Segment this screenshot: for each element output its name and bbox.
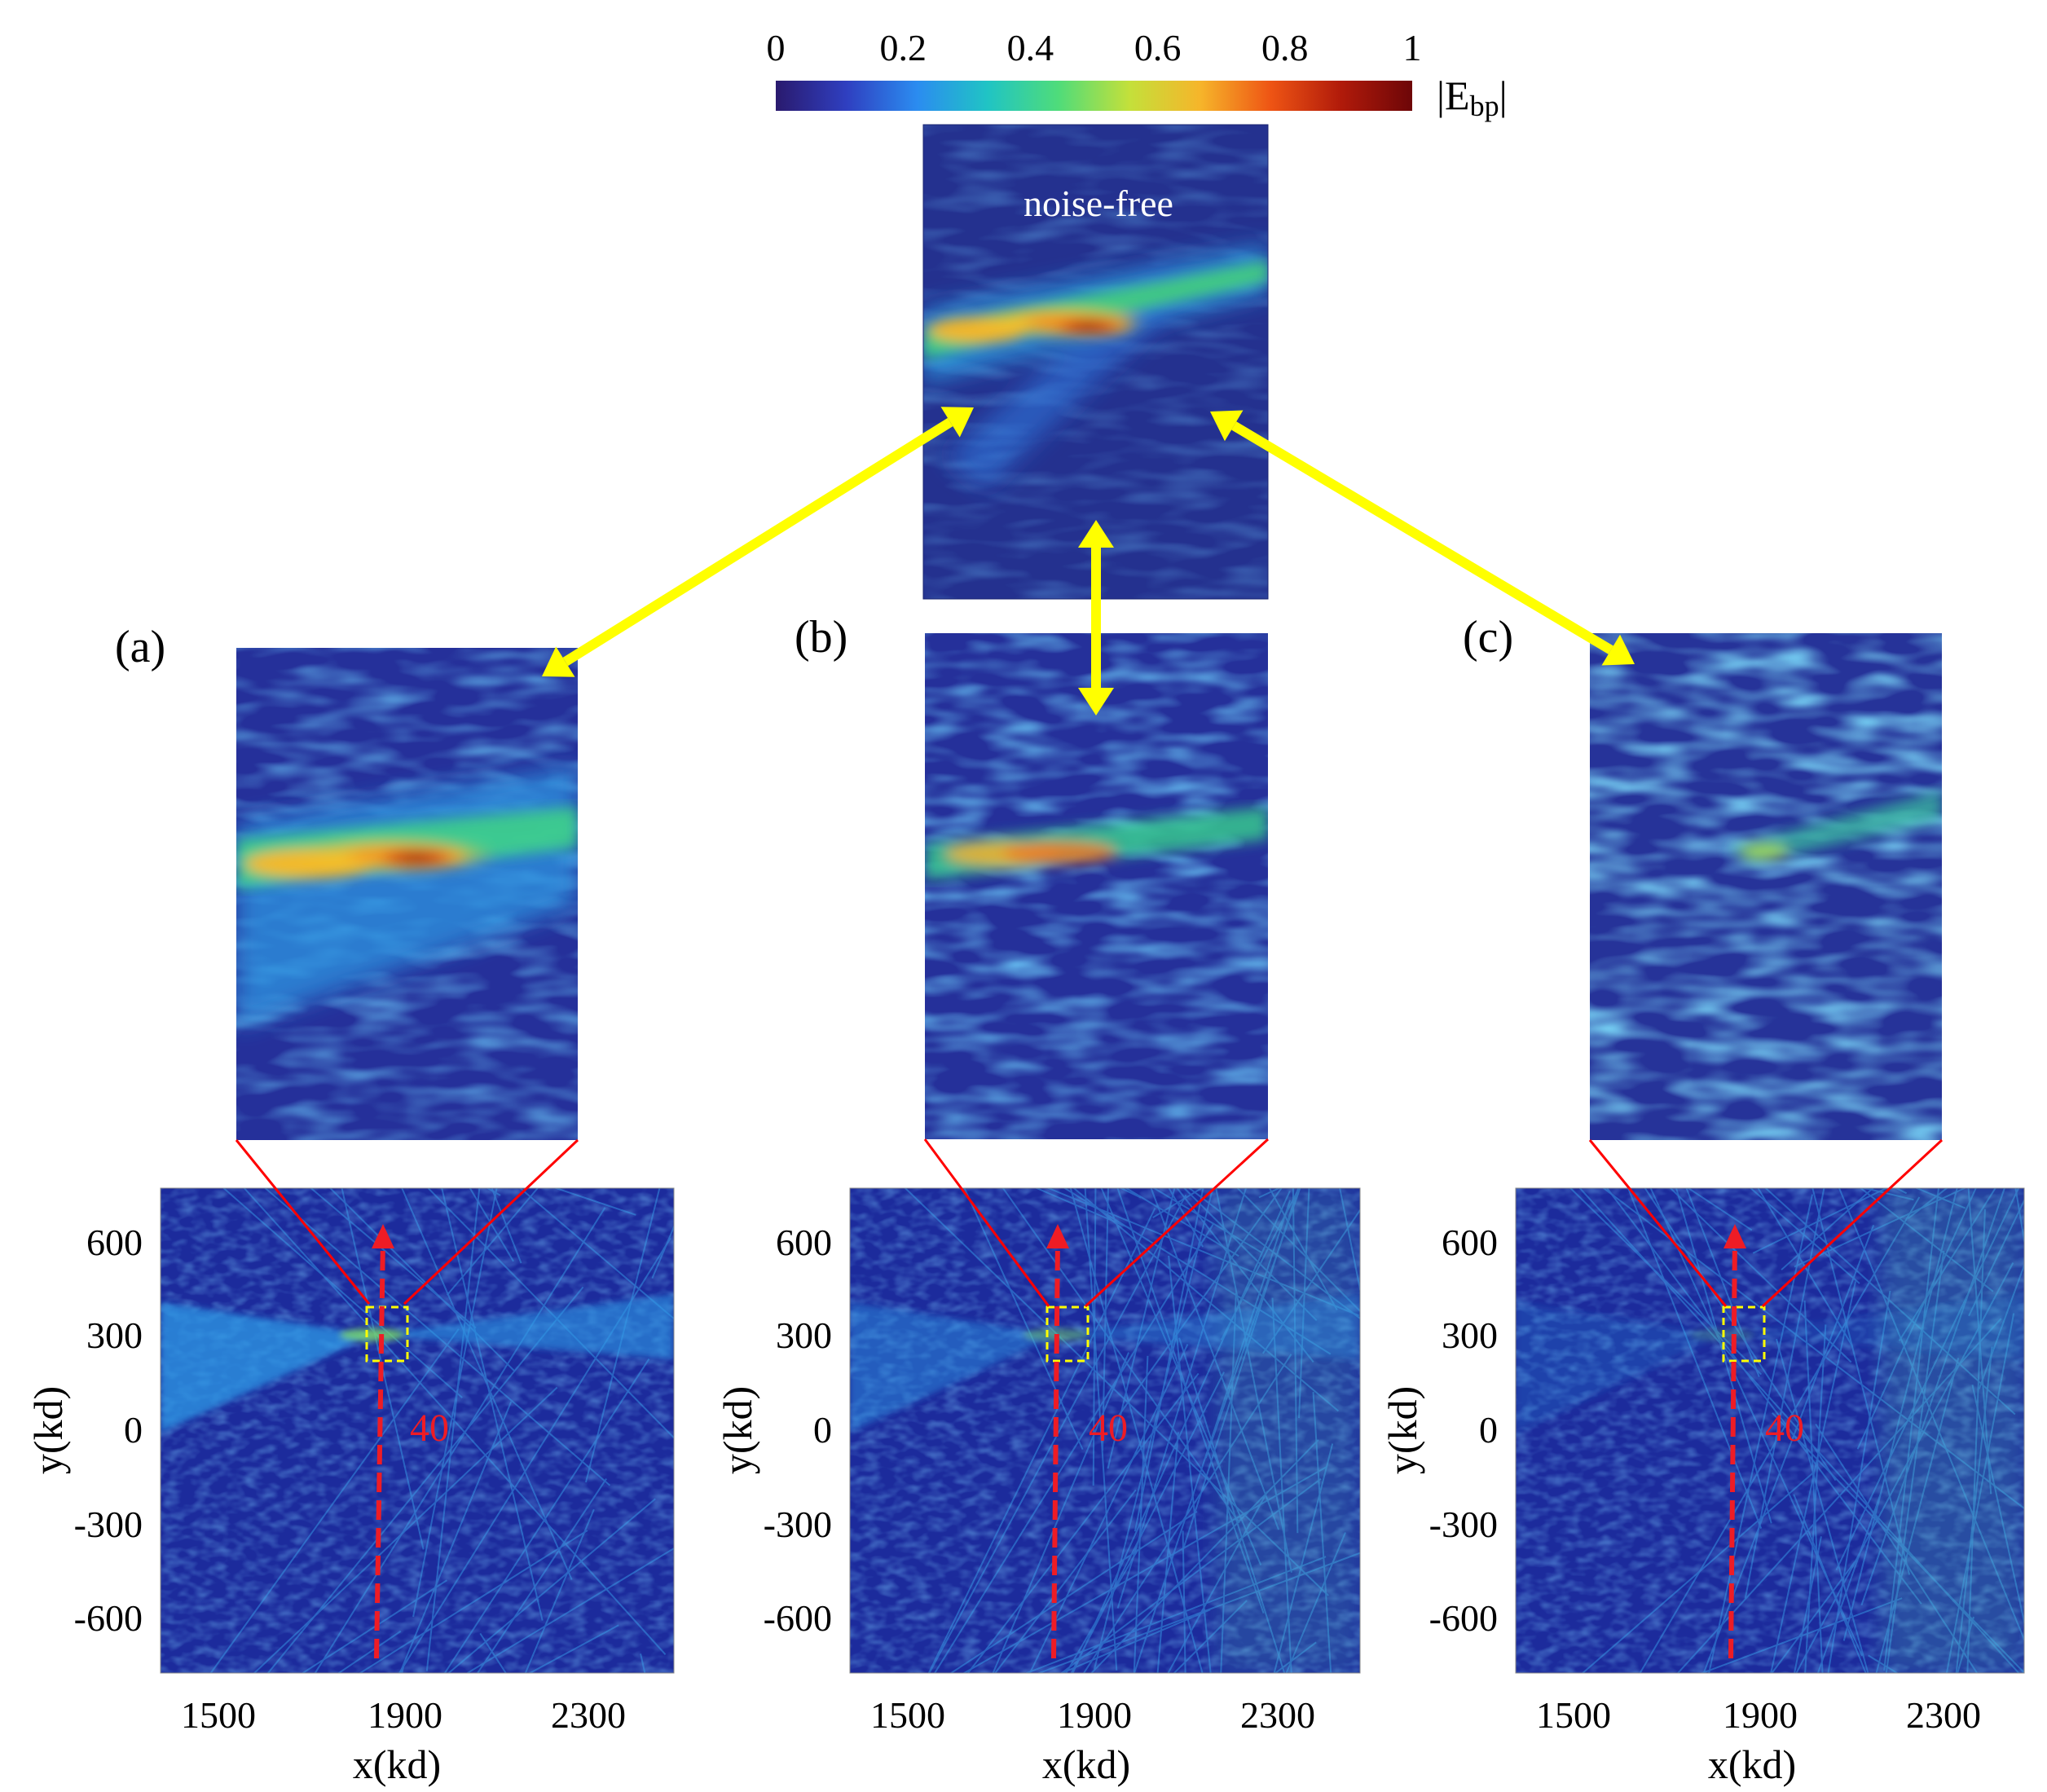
y-tick-label: -600 [764,1597,832,1639]
dashed-arrow-head [1046,1224,1069,1248]
x-axis-label: x(kd) [353,1741,441,1787]
full-map-a: 40 600 300 0 -300 -600 y(kd) 1500 1900 2300 x(kd) [25,1187,675,1787]
y-tick-label: 0 [1479,1409,1498,1451]
colorbar-tick-label: 0.2 [879,27,927,68]
zoom-image-b [925,633,1268,1139]
x-tick-label: 1900 [1723,1694,1798,1736]
connector-arrow-c [1210,410,1635,666]
y-axis-label: y(kd) [715,1386,760,1474]
noise-free-label: noise-free [1024,183,1173,224]
connector-shaft [1231,421,1613,654]
y-tick-label: 600 [1442,1222,1498,1263]
x-tick-label: 1500 [181,1694,256,1736]
map-image-c [1516,1188,2024,1673]
connector-head [940,407,974,438]
y-axis-label: y(kd) [25,1386,71,1474]
colorbar-tick-label: 0.6 [1134,27,1182,68]
y-tick-label: -600 [74,1597,143,1639]
x-tick-label: 2300 [1906,1694,1981,1736]
x-axis-label: x(kd) [1708,1741,1796,1787]
map-image-b [850,1188,1360,1673]
connector-arrow-a [542,407,974,677]
roi-box-c [1722,1305,1766,1363]
dashed-arrow-b [1051,1238,1060,1659]
zoom-lines [235,1138,1944,1308]
roi-box-b [1046,1305,1090,1363]
full-map-c: 40 600 300 0 -300 -600 y(kd) 1500 1900 2300 x(kd) [1380,1187,2025,1787]
y-tick-label: -300 [74,1504,143,1545]
connector-head [1078,520,1114,548]
y-tick-label: -300 [764,1504,832,1545]
y-tick-label: -300 [1429,1504,1498,1545]
zoom-line-a-right [403,1138,579,1305]
colorbar-ticks: 0 0.2 0.4 0.6 0.8 1 [767,27,1422,68]
dashed-arrow-a [374,1238,385,1659]
full-map-b: 40 600 300 0 -300 -600 y(kd) 1500 1900 2300 x(kd) [715,1187,1361,1787]
y-axis-label: y(kd) [1380,1386,1425,1474]
colorbar-label: |Ebp| [1437,73,1508,122]
connector-head [1210,410,1244,442]
dashed-arrow-head [372,1224,394,1248]
zoom-line-b-right [1084,1138,1270,1308]
zoom-image-a [236,648,578,1140]
roi-box-a [365,1305,409,1363]
colorbar-label-main: |E [1437,73,1470,118]
map-frame [1515,1187,2025,1674]
map-image-a [161,1188,674,1673]
zoom-line-b-left [923,1138,1050,1307]
arrow-label-c: 40 [1765,1407,1804,1450]
connector-arrow-b [1078,520,1114,715]
panel-label-b: (b) [795,612,847,663]
arrow-label-a: 40 [410,1407,449,1450]
zoom-line-c-right [1761,1138,1944,1308]
y-tick-label: 300 [86,1314,143,1356]
colorbar-gradient [776,81,1412,111]
x-tick-label: 1900 [1057,1694,1132,1736]
dashed-arrow-head [1723,1224,1746,1248]
noise-free-image [923,125,1268,599]
colorbar-tick-label: 0.4 [1007,27,1054,68]
panel-label-a: (a) [115,622,165,672]
y-tick-label: 300 [1442,1314,1498,1356]
y-tick-label: -600 [1429,1597,1498,1639]
colorbar-tick-label: 1 [1403,27,1422,68]
y-tick-label: 600 [776,1222,832,1263]
zoom-line-a-left [235,1139,371,1305]
y-tick-label: 300 [776,1314,832,1356]
y-tick-label: 0 [124,1409,143,1451]
arrow-label-b: 40 [1089,1407,1128,1450]
x-axis-label: x(kd) [1042,1741,1130,1787]
zoom-image-c [1590,633,1942,1140]
colorbar-tick-label: 0.8 [1261,27,1309,68]
colorbar: 0 0.2 0.4 0.6 0.8 1 |Ebp| [767,27,1508,122]
x-tick-label: 2300 [1240,1694,1315,1736]
colorbar-label-sub: bp [1470,90,1499,122]
colorbar-label-end: | [1499,73,1508,118]
x-tick-label: 2300 [551,1694,626,1736]
x-tick-label: 1500 [1536,1694,1611,1736]
map-frame [160,1187,675,1674]
x-tick-label: 1500 [870,1694,945,1736]
colorbar-tick-label: 0 [767,27,786,68]
connector-arrows [542,407,1635,715]
zoom-line-c-left [1588,1139,1728,1307]
y-tick-label: 0 [813,1409,832,1451]
connector-shaft [562,417,953,667]
map-frame [849,1187,1361,1674]
connector-head [542,646,575,677]
y-tick-label: 600 [86,1222,143,1263]
panel-label-c: (c) [1463,612,1513,663]
connector-head [1601,634,1635,666]
connector-head [1078,688,1114,715]
x-tick-label: 1900 [368,1694,442,1736]
dashed-arrow-c [1728,1238,1737,1659]
